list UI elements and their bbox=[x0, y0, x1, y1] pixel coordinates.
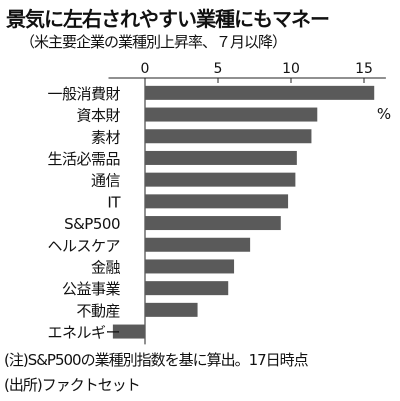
bar bbox=[145, 172, 296, 187]
category-label: 資本財 bbox=[76, 107, 120, 125]
category-label: S&P500 bbox=[64, 215, 120, 233]
category-label: 一般消費財 bbox=[47, 85, 120, 103]
bar bbox=[145, 85, 375, 100]
bar bbox=[145, 302, 198, 317]
category-label: IT bbox=[107, 193, 121, 211]
bar bbox=[145, 107, 318, 122]
unit-label: % bbox=[377, 105, 391, 123]
category-label: 金融 bbox=[91, 258, 121, 276]
x-tick-label: 15 bbox=[355, 61, 373, 77]
bar bbox=[145, 216, 281, 231]
bar bbox=[145, 129, 312, 144]
chart-source: (出所)ファクトセット bbox=[4, 376, 141, 394]
bar bbox=[145, 237, 251, 252]
x-tick-label: 0 bbox=[141, 61, 150, 77]
x-tick-label: 5 bbox=[214, 61, 223, 77]
category-label: 公益事業 bbox=[62, 280, 121, 298]
chart-subtitle: （米主要企業の業種別上昇率、７月以降） bbox=[20, 33, 287, 51]
category-label: 不動産 bbox=[76, 302, 120, 320]
bar bbox=[145, 194, 289, 209]
category-label: 通信 bbox=[91, 172, 121, 190]
category-label: エネルギー bbox=[47, 324, 120, 342]
bar bbox=[145, 281, 229, 296]
x-tick-label: 10 bbox=[282, 61, 300, 77]
chart-title: 景気に左右されやすい業種にもマネー bbox=[6, 7, 330, 31]
category-label: ヘルスケア bbox=[47, 237, 120, 255]
category-label: 生活必需品 bbox=[47, 150, 120, 168]
category-label: 素材 bbox=[91, 128, 121, 146]
chart-note: (注)S&P500の業種別指数を基に算出。17日時点 bbox=[4, 351, 309, 369]
bar bbox=[145, 259, 235, 274]
bar bbox=[145, 150, 297, 165]
bar bbox=[112, 324, 145, 339]
